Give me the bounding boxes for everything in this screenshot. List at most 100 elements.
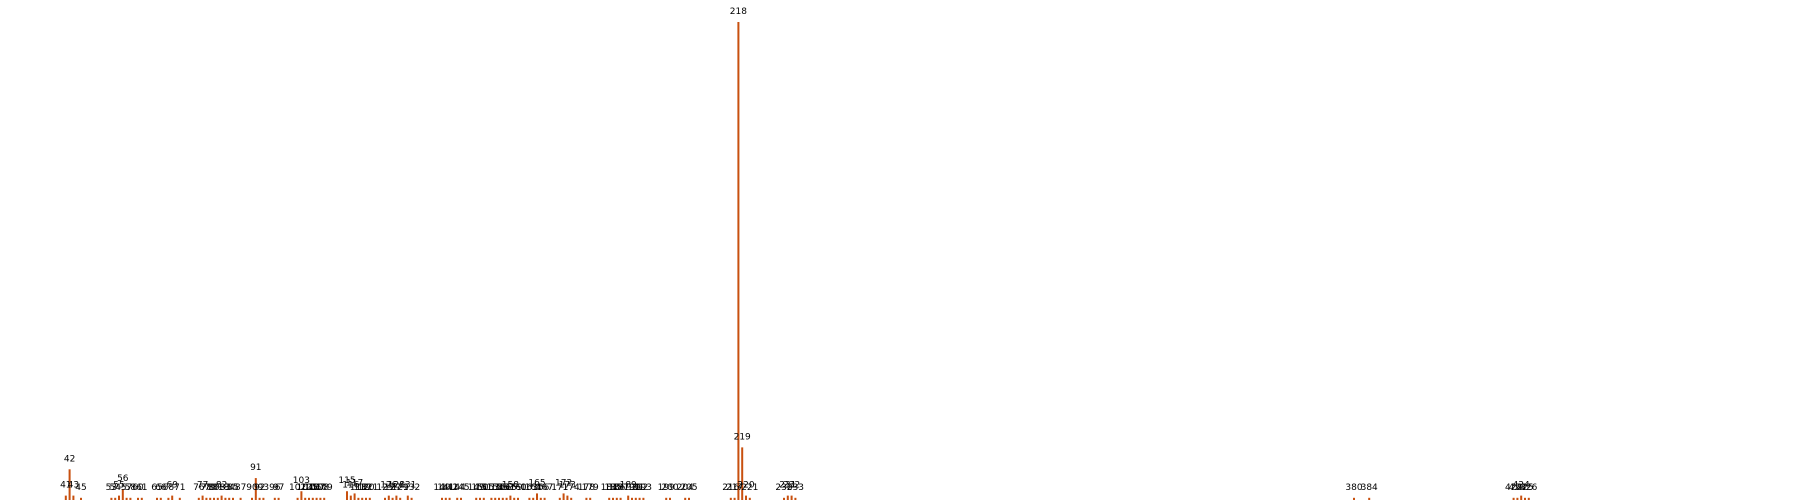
bar-data-label: 71	[174, 483, 185, 493]
bar	[171, 495, 174, 500]
bar-data-label: 87	[235, 483, 246, 493]
bar	[410, 497, 413, 500]
bar	[156, 497, 158, 500]
bar-data-label: 156	[494, 483, 511, 493]
bar-data-label: 380	[1345, 483, 1362, 493]
bar	[296, 497, 299, 500]
bar	[258, 497, 261, 500]
bar	[543, 497, 546, 500]
bar-data-label: 131	[399, 481, 416, 491]
bar	[642, 497, 645, 500]
bar	[239, 497, 242, 500]
bar-data-label: 178	[578, 483, 595, 493]
bar	[528, 497, 531, 500]
bar-data-label: 423	[1509, 483, 1526, 493]
bar	[315, 497, 318, 500]
bar	[216, 497, 219, 500]
bar	[308, 497, 310, 500]
bar	[475, 497, 478, 500]
bar	[498, 497, 500, 500]
bar-data-label: 60	[132, 483, 144, 493]
bar-data-label: 80	[208, 483, 220, 493]
bar	[140, 497, 143, 500]
bar	[118, 495, 120, 500]
bar	[1368, 497, 1371, 500]
bar-data-label: 191	[627, 483, 644, 493]
bar	[395, 495, 398, 500]
bar-data-label: 384	[1361, 483, 1378, 493]
bar-data-label: 145	[452, 483, 469, 493]
bar-data-label: 422	[1505, 483, 1522, 493]
bar-data-label: 220	[737, 481, 754, 491]
bar	[220, 495, 223, 500]
bar	[638, 497, 641, 500]
bar-data-label: 79	[204, 483, 216, 493]
bar-data-label: 119	[354, 483, 371, 493]
bar	[669, 497, 671, 500]
bar-data-label: 192	[631, 483, 648, 493]
bar-data-label: 205	[680, 483, 697, 493]
bar	[570, 497, 573, 500]
bar-data-label: 184	[601, 483, 618, 493]
bar-data-label: 140	[433, 483, 450, 493]
bar-data-label: 424	[1513, 481, 1530, 491]
bar	[391, 497, 394, 500]
bar-data-label: 154	[487, 483, 504, 493]
bar-data-label: 91	[250, 463, 261, 473]
bar-data-label: 219	[734, 432, 751, 442]
bar-data-label: 132	[403, 483, 420, 493]
bar	[273, 497, 276, 500]
bar	[790, 495, 793, 500]
bar	[566, 495, 569, 500]
bar-data-label: 102	[289, 483, 306, 493]
bar	[501, 497, 504, 500]
bar-data-label: 117	[346, 478, 363, 488]
bar	[387, 495, 390, 500]
bar	[619, 497, 622, 500]
bar	[80, 497, 82, 500]
bar-data-label: 125	[376, 483, 393, 493]
bar	[741, 447, 744, 500]
bar-data-label: 193	[635, 483, 652, 493]
bar-data-label: 129	[392, 483, 409, 493]
bar	[205, 497, 208, 500]
bar	[201, 495, 204, 500]
bar-data-label: 55	[113, 481, 124, 491]
bar	[558, 497, 561, 500]
bar-data-label: 120	[357, 483, 374, 493]
bar-data-label: 107	[308, 483, 325, 493]
bar-data-label: 174	[563, 483, 580, 493]
bar-data-label: 151	[475, 483, 492, 493]
bar-data-label: 164	[525, 483, 542, 493]
bar	[129, 497, 132, 500]
bar	[251, 497, 253, 500]
bar	[357, 497, 360, 500]
bar	[361, 497, 364, 500]
bar	[228, 497, 231, 500]
bar	[224, 497, 227, 500]
bar-data-label: 68	[163, 483, 175, 493]
bar	[353, 493, 356, 500]
bar-data-label: 81	[212, 483, 223, 493]
bar-data-label: 160	[509, 483, 526, 493]
bar	[1516, 497, 1519, 500]
bar-data-label: 121	[361, 483, 378, 493]
bar	[197, 497, 200, 500]
bar-data-label: 218	[730, 7, 747, 17]
bar	[209, 497, 212, 500]
bar-data-label: 186	[608, 483, 625, 493]
bar-data-label: 82	[216, 481, 227, 491]
bar	[323, 497, 326, 500]
bar-series	[64, 22, 1530, 500]
bar-data-label: 185	[604, 483, 621, 493]
bar-data-label: 187	[612, 483, 629, 493]
bar	[460, 497, 462, 500]
bar-data-label: 199	[658, 483, 675, 493]
bar-data-label: 141	[437, 483, 454, 493]
bar-data-label: 425	[1516, 483, 1533, 493]
bar-data-label: 144	[449, 483, 466, 493]
bar	[110, 497, 113, 500]
bar-data-label: 42	[64, 454, 75, 464]
bar	[125, 497, 128, 500]
